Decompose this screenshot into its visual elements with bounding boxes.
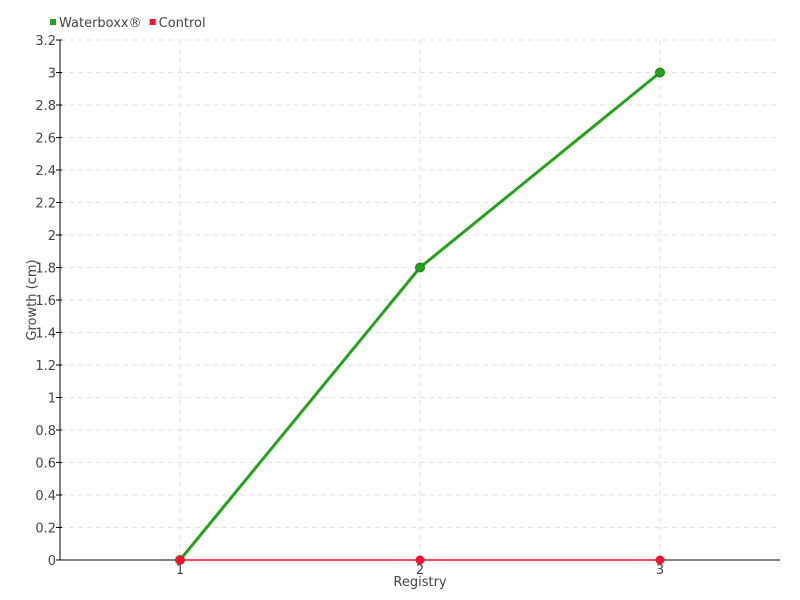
data-point: [655, 555, 665, 565]
y-tick-label: 3: [48, 67, 56, 82]
y-tick-label: 0.2: [35, 522, 56, 537]
x-tick-label: 2: [416, 563, 424, 578]
y-tick-label: 1.6: [35, 294, 56, 309]
y-tick-label: 2: [48, 229, 56, 244]
y-tick-label: 1: [48, 392, 56, 407]
legend-label: Waterboxx®: [59, 16, 142, 31]
y-tick-label: 1.4: [35, 327, 56, 342]
y-tick-label: 1.2: [35, 359, 56, 374]
y-tick-label: 0: [48, 554, 56, 569]
data-point: [175, 555, 185, 565]
y-tick-label: 2.4: [35, 164, 56, 179]
x-tick-label: 3: [656, 563, 664, 578]
y-tick-label: 0.8: [35, 424, 56, 439]
x-tick-label: 1: [176, 563, 184, 578]
y-tick-label: 1.8: [35, 262, 56, 277]
legend-swatch: [149, 19, 156, 25]
x-axis-label: Registry: [393, 575, 447, 590]
data-point: [655, 67, 665, 78]
data-point: [415, 262, 425, 273]
y-tick-label: 3.2: [35, 34, 56, 49]
y-tick-label: 2.2: [35, 197, 56, 212]
series-line-0: [178, 71, 661, 561]
legend-swatch: [50, 19, 56, 25]
y-tick-label: 2.8: [35, 99, 56, 114]
data-point: [415, 555, 425, 565]
y-tick-label: 2.6: [35, 132, 56, 147]
legend-label: Control: [159, 16, 206, 31]
y-axis-label: Growth (cm): [25, 259, 40, 340]
y-tick-label: 0.4: [35, 489, 56, 504]
y-tick-label: 0.6: [35, 457, 56, 472]
